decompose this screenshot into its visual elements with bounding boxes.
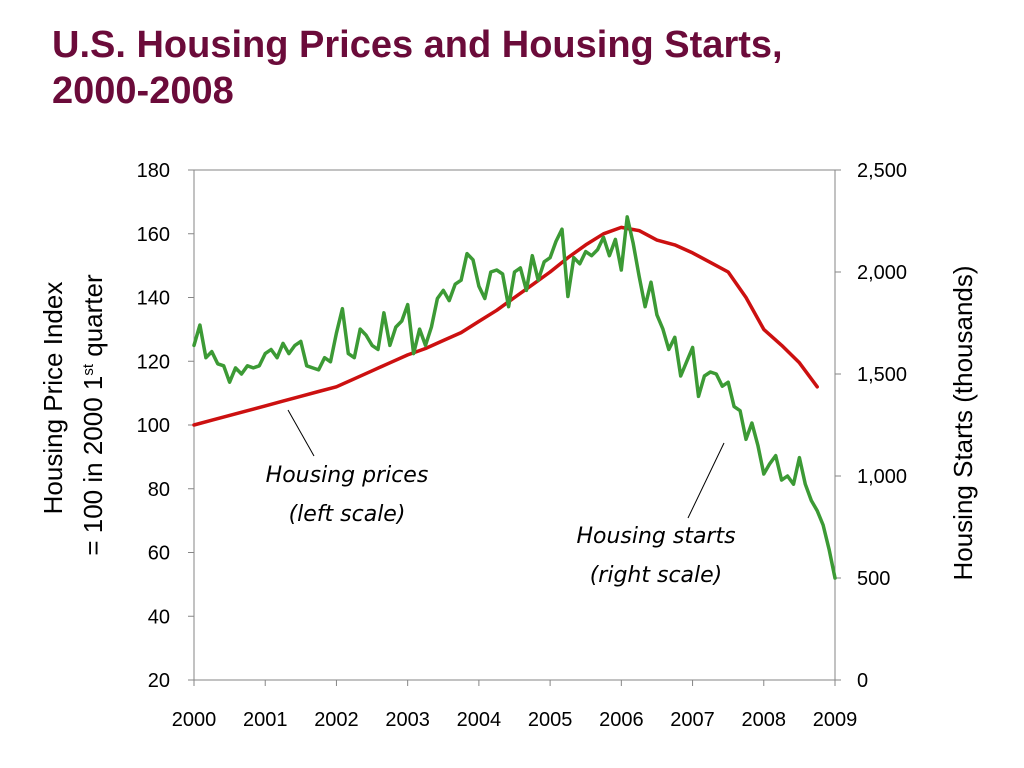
left-axis-title-line1: Housing Price Index bbox=[38, 282, 68, 515]
right-tick-label-0: 0 bbox=[857, 670, 868, 692]
left-axis-title-line2: = 100 in 2000 1st quarter bbox=[78, 274, 108, 556]
left-tick-label-160: 160 bbox=[137, 224, 170, 246]
right-tick-label-500: 500 bbox=[857, 568, 890, 590]
x-tick-label-2000: 2000 bbox=[172, 709, 217, 731]
housing-prices-series-line bbox=[192, 225, 819, 427]
left-tick-label-140: 140 bbox=[137, 288, 170, 310]
page-title: U.S. Housing Prices and Housing Starts, … bbox=[52, 22, 992, 114]
x-tick-label-2008: 2008 bbox=[742, 709, 787, 731]
left-axis-title-superscript: st bbox=[80, 363, 97, 376]
annotation-prices-line1: Housing prices bbox=[266, 463, 429, 488]
plot-area bbox=[193, 169, 836, 681]
x-tick-label-2005: 2005 bbox=[528, 709, 573, 731]
annotation-prices-line2: (left scale) bbox=[289, 502, 406, 527]
left-tick-label-120: 120 bbox=[137, 351, 170, 373]
x-tick-label-2003: 2003 bbox=[385, 709, 430, 731]
right-tick-label-1,000: 1,000 bbox=[857, 466, 907, 488]
left-tick-label-180: 180 bbox=[137, 160, 170, 182]
annotation-starts-line1: Housing starts bbox=[576, 524, 735, 549]
right-tick-label-1,500: 1,500 bbox=[857, 364, 907, 386]
left-tick-label-20: 20 bbox=[148, 670, 170, 692]
left-tick-label-60: 60 bbox=[148, 543, 170, 565]
x-tick-label-2004: 2004 bbox=[457, 709, 502, 731]
x-axis: 2000 2001 2002 2003 2004 2005 2006 2007 2008 2009 bbox=[172, 680, 858, 731]
page-title-line1: U.S. Housing Prices and Housing Starts, bbox=[52, 24, 783, 66]
x-tick-label-2009: 2009 bbox=[813, 709, 858, 731]
left-axis-title-prefix: = 100 in 2000 1 bbox=[78, 376, 108, 556]
right-tick-label-2,500: 2,500 bbox=[857, 160, 907, 182]
x-tick-label-2007: 2007 bbox=[670, 709, 715, 731]
left-tick-label-40: 40 bbox=[148, 606, 170, 628]
x-tick-label-2002: 2002 bbox=[314, 709, 359, 731]
left-axis-title-suffix: quarter bbox=[78, 274, 108, 364]
left-tick-label-80: 80 bbox=[148, 479, 170, 501]
housing-starts-series-line bbox=[192, 215, 837, 580]
annotation-leader-starts bbox=[687, 442, 725, 519]
annotation-leader-prices bbox=[287, 409, 315, 457]
page-title-line2: 2000-2008 bbox=[52, 70, 234, 112]
left-tick-label-100: 100 bbox=[137, 415, 170, 437]
right-y-axis: 0 500 1,000 1,500 2,000 2,500 bbox=[835, 160, 907, 692]
annotation-starts-line2: (right scale) bbox=[590, 563, 723, 588]
series-group bbox=[192, 215, 837, 580]
x-tick-label-2006: 2006 bbox=[599, 709, 644, 731]
left-y-axis: 20 40 60 80 100 120 140 160 180 bbox=[137, 160, 194, 692]
x-tick-label-2001: 2001 bbox=[243, 709, 288, 731]
right-axis-title: Housing Starts (thousands) bbox=[948, 265, 978, 580]
right-tick-label-2,000: 2,000 bbox=[857, 262, 907, 284]
